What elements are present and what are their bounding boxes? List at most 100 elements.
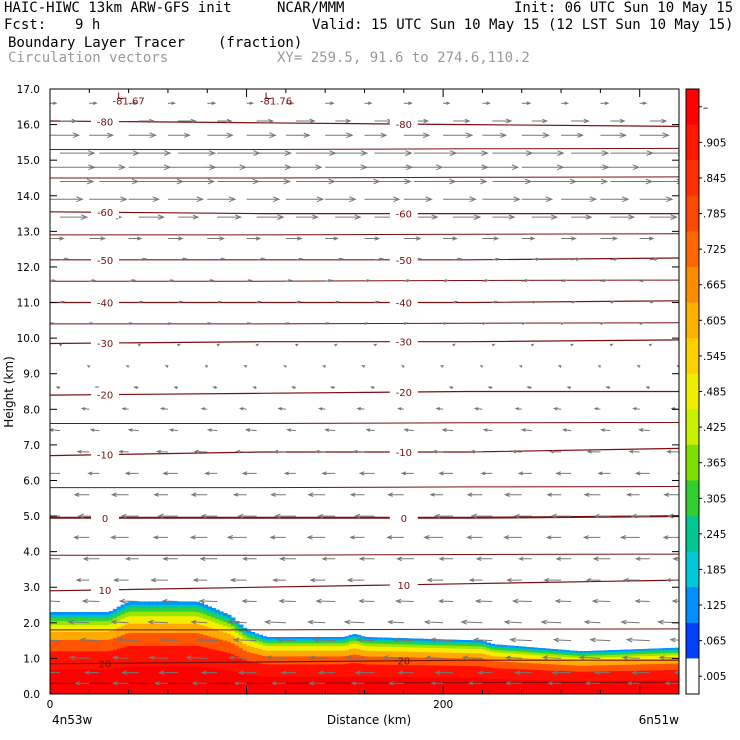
wind-vector <box>364 279 371 283</box>
wind-vector <box>566 386 572 390</box>
wind-vector <box>443 101 451 105</box>
wind-vector <box>531 118 549 124</box>
wind-vector <box>325 279 333 283</box>
wind-vector <box>561 236 577 241</box>
wind-vector <box>235 449 247 454</box>
wind-vector <box>676 472 679 475</box>
wind-vector <box>177 214 200 220</box>
wind-vector <box>335 118 352 124</box>
wind-vector <box>60 118 78 124</box>
wind-vector <box>177 150 217 156</box>
wind-vector <box>506 578 522 583</box>
wind-vector <box>199 556 218 562</box>
wind-vector <box>128 164 172 171</box>
y-tick-label: 8.0 <box>23 404 40 416</box>
wind-vector <box>128 279 137 283</box>
wind-vector <box>461 655 483 661</box>
wind-vector <box>395 556 414 562</box>
wind-vector <box>358 471 375 476</box>
contour-label: -10 <box>97 451 113 462</box>
wind-vector <box>314 449 326 454</box>
wind-vector <box>649 150 679 156</box>
wind-vector <box>639 101 648 105</box>
wind-vector <box>127 428 139 432</box>
wind-vector <box>364 236 381 241</box>
wind-vector <box>531 150 565 156</box>
wind-vector <box>190 620 208 625</box>
wind-vector <box>541 655 562 661</box>
wind-vector <box>325 164 368 171</box>
wind-vector <box>571 150 610 156</box>
wind-vector <box>504 681 522 686</box>
wind-vector <box>482 428 493 432</box>
wind-vector <box>79 637 100 643</box>
wind-vector <box>285 279 293 283</box>
wind-vector <box>271 681 286 686</box>
wind-vector <box>664 681 679 686</box>
colorbar-label: .245 <box>703 529 726 541</box>
y-tick-label: 0.0 <box>23 689 40 701</box>
wind-vector <box>600 164 641 171</box>
wind-vector <box>86 365 91 368</box>
wind-vector <box>479 365 484 368</box>
wind-vector <box>426 577 444 583</box>
contour-label: -50 <box>396 256 412 267</box>
wind-vector <box>345 655 365 661</box>
wind-vector <box>503 619 522 625</box>
init-time: Init: 06 UTC Sun 10 May 15 <box>514 0 734 16</box>
wind-vector <box>167 279 175 283</box>
y-tick-label: 12.0 <box>17 262 40 274</box>
wind-vector <box>639 279 646 283</box>
wind-vector <box>167 132 191 138</box>
wind-vector <box>167 101 176 105</box>
wind-vector <box>620 619 640 625</box>
wind-vector <box>200 407 208 411</box>
wind-vector <box>322 365 326 368</box>
wind-vector <box>200 670 218 675</box>
wind-vector <box>216 343 221 347</box>
wind-vector <box>453 214 482 220</box>
wind-vector <box>246 101 255 105</box>
wind-vector <box>177 118 197 124</box>
temperature-contour-line <box>50 233 679 236</box>
wind-vector <box>387 492 404 497</box>
colorbar-label: – <box>703 102 708 114</box>
wind-vector <box>645 386 650 390</box>
wind-vector <box>38 682 50 685</box>
wind-vector <box>492 178 533 185</box>
wind-vector <box>153 492 168 497</box>
wind-vector <box>168 428 178 432</box>
wind-vector <box>111 681 129 686</box>
wind-vector <box>125 365 130 368</box>
wind-vector <box>80 407 90 411</box>
wind-vector <box>453 150 489 156</box>
wind-vector <box>673 670 679 675</box>
wind-vector <box>50 471 60 476</box>
wind-vector <box>364 196 401 203</box>
y-tick-label: 9.0 <box>23 369 40 381</box>
wind-vector <box>207 132 234 139</box>
temperature-contours <box>50 120 679 684</box>
wind-vector <box>619 535 640 540</box>
wind-vector <box>482 101 491 105</box>
wind-vector <box>434 670 454 675</box>
colorbar-swatch <box>686 266 699 304</box>
wind-vector <box>128 101 139 105</box>
wind-vector <box>204 471 218 476</box>
wind-vector <box>491 343 496 347</box>
wind-vector <box>593 407 601 411</box>
contour-label: 10 <box>99 586 112 597</box>
contour-label: 0 <box>401 514 407 525</box>
wind-vector <box>571 257 581 262</box>
wind-vector <box>161 598 178 604</box>
wind-vector <box>639 132 670 139</box>
wind-vector <box>517 471 532 476</box>
wind-vector <box>430 681 444 686</box>
wind-vector <box>50 279 56 283</box>
wind-vector <box>571 118 590 124</box>
wind-vector <box>443 279 449 283</box>
wind-vector <box>99 150 141 156</box>
wind-vector <box>578 655 601 661</box>
wind-vector <box>589 637 611 643</box>
colorbar-label: .845 <box>703 173 726 185</box>
